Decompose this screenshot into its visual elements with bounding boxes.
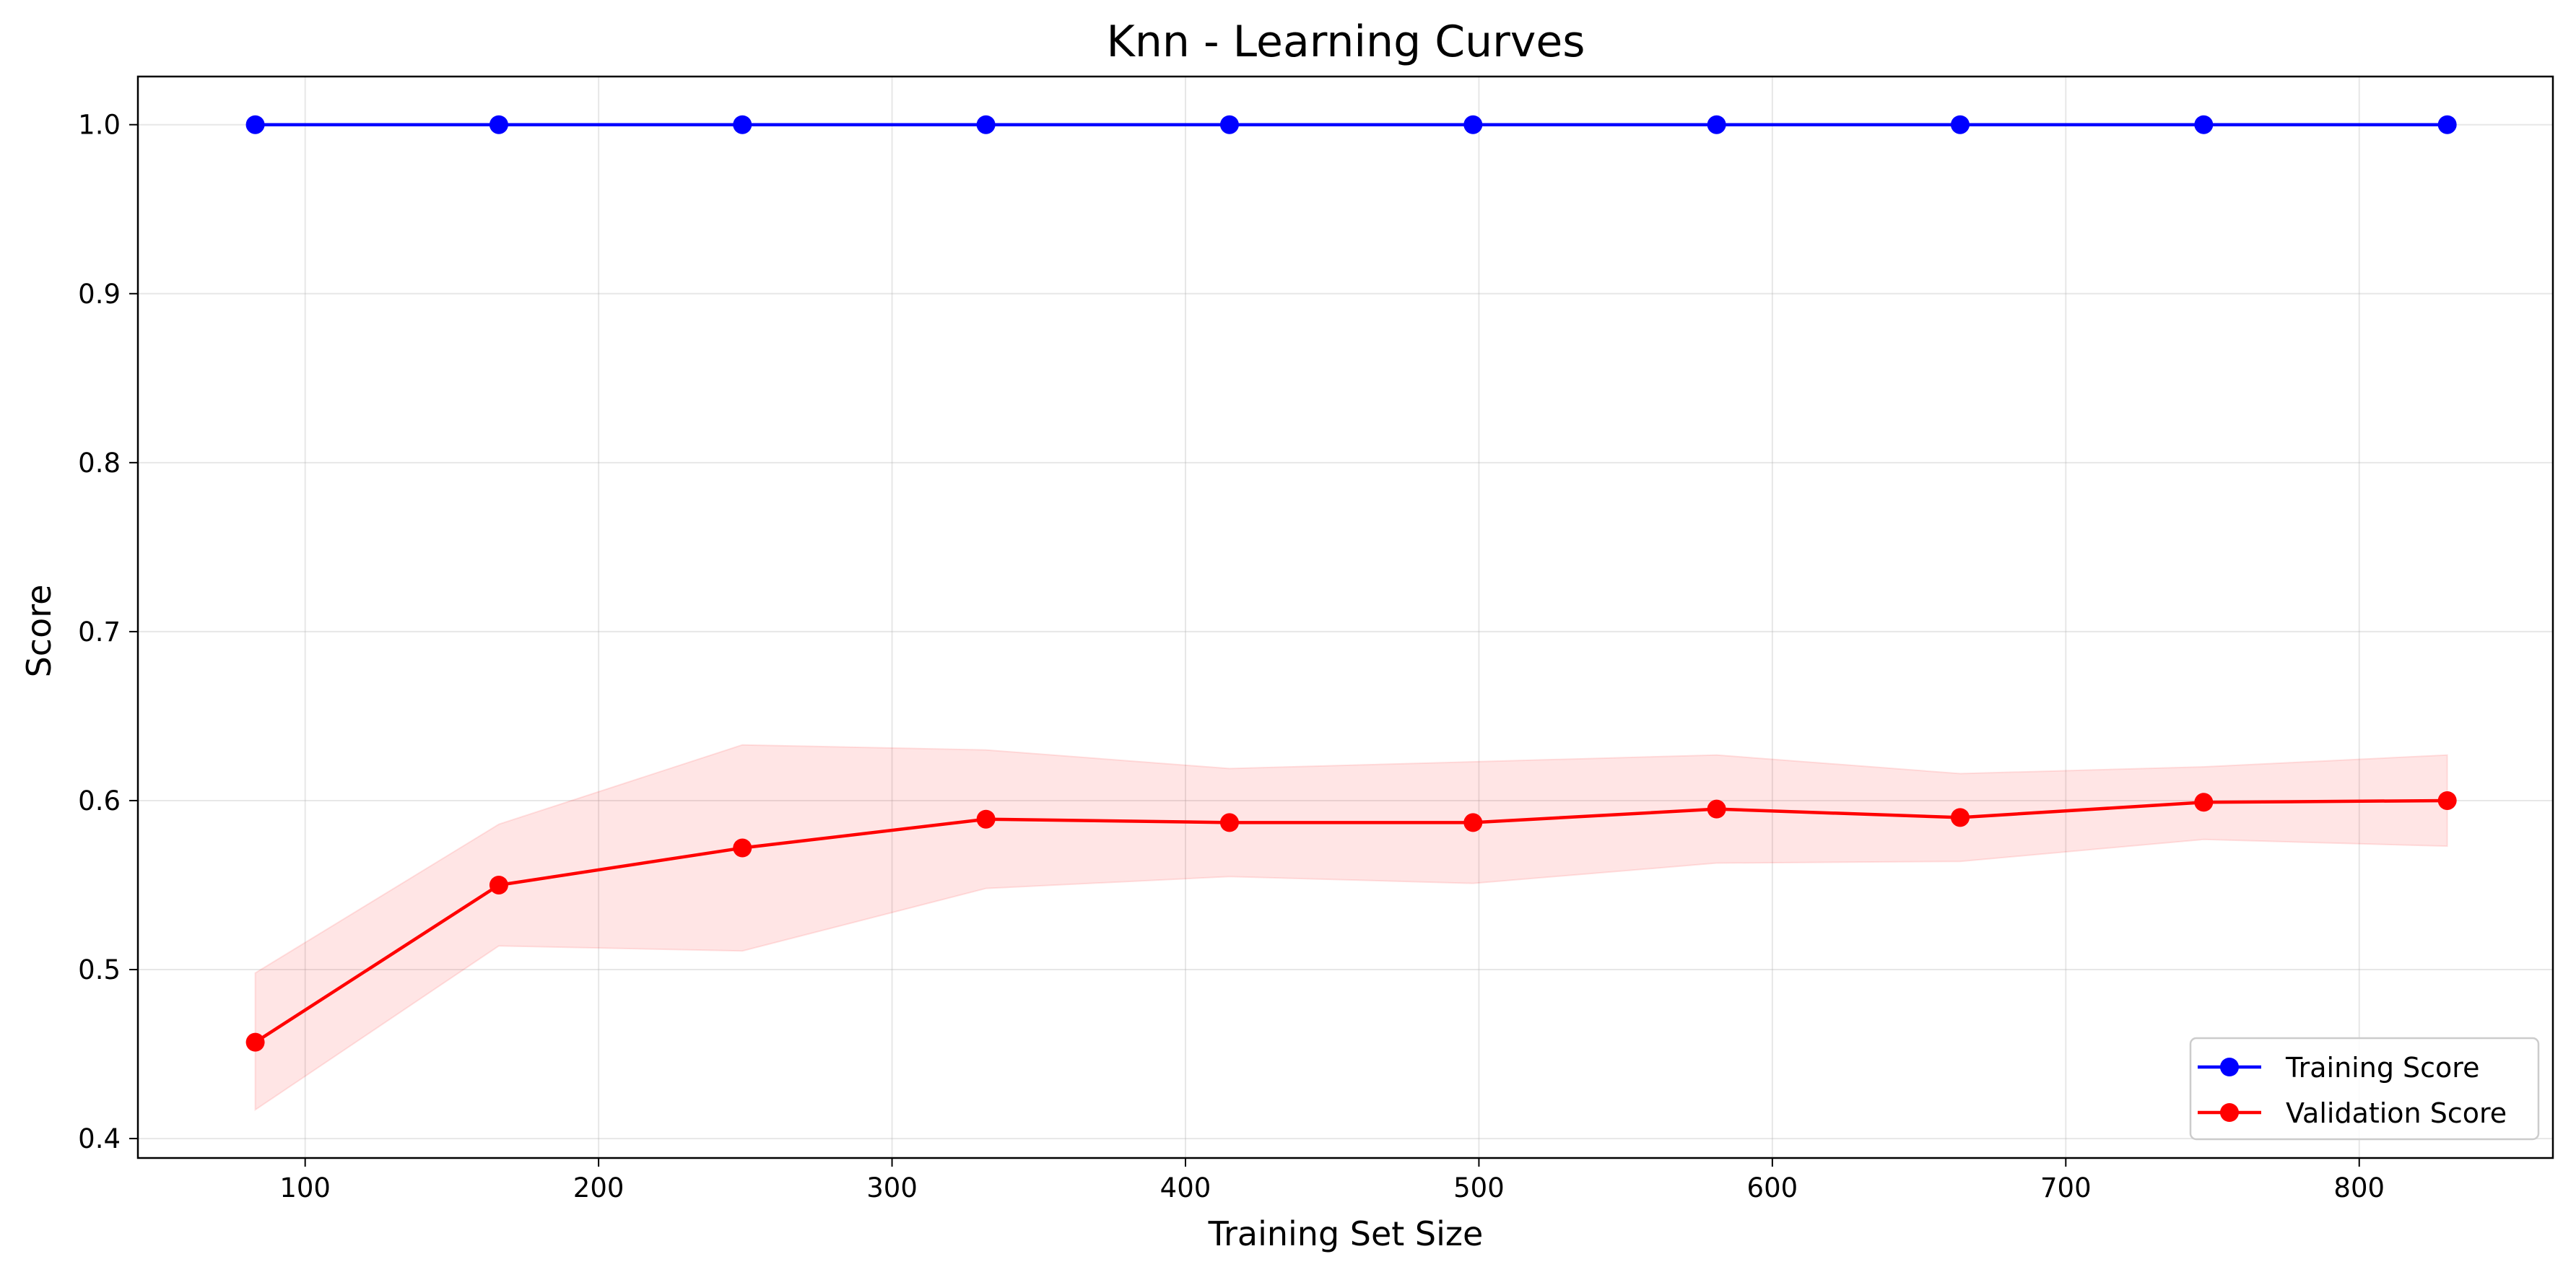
validation-score-point — [245, 1032, 265, 1052]
chart-title: Knn - Learning Curves — [1106, 17, 1585, 67]
series-lines — [254, 123, 2447, 1044]
y-tick-label: 0.9 — [78, 279, 121, 310]
x-tick-label: 700 — [2040, 1172, 2092, 1203]
training-score-point — [1463, 115, 1483, 134]
validation-score-point — [1219, 813, 1239, 832]
legend-marker-validation — [2220, 1103, 2239, 1122]
x-tick-label: 500 — [1453, 1172, 1505, 1203]
x-axis-label: Training Set Size — [1208, 1214, 1484, 1253]
validation-score-point — [733, 838, 752, 858]
x-tick-label: 300 — [866, 1172, 918, 1203]
training-score-point — [489, 115, 508, 134]
x-tick-label: 800 — [2333, 1172, 2385, 1203]
validation-score-point — [1707, 799, 1726, 819]
y-tick-label: 0.8 — [78, 448, 121, 479]
training-score-point — [976, 115, 996, 134]
training-score-point — [245, 115, 265, 134]
y-tick-label: 0.5 — [78, 954, 121, 985]
x-tick-label: 200 — [573, 1172, 625, 1203]
training-score-point — [2437, 115, 2457, 134]
validation-score-line — [254, 798, 2447, 1044]
x-tick-label: 100 — [279, 1172, 331, 1203]
validation-score-point — [1463, 813, 1483, 832]
plot-frame — [136, 75, 2554, 1159]
legend: Training Score Validation Score — [2189, 1037, 2540, 1141]
validation-score-band — [254, 744, 2448, 1112]
legend-marker-training — [2220, 1058, 2239, 1076]
x-tick-label: 600 — [1747, 1172, 1798, 1203]
legend-label-validation: Validation Score — [2286, 1097, 2507, 1129]
series-points — [245, 115, 2457, 1052]
axis-ticks: 100 200 300 400 500 600 700 800 0.4 0.5 0.6 0.7 0.8 0… — [78, 110, 2385, 1203]
x-tick-label: 400 — [1160, 1172, 1211, 1203]
legend-box — [2189, 1037, 2540, 1141]
y-tick-label: 0.7 — [78, 617, 121, 648]
validation-score-point — [976, 809, 996, 829]
training-score-point — [1219, 115, 1239, 134]
legend-label-training: Training Score — [2285, 1052, 2479, 1084]
validation-score-point — [2194, 793, 2214, 812]
training-score-point — [1950, 115, 1970, 134]
validation-score-point — [1950, 808, 1970, 827]
training-score-point — [1707, 115, 1726, 134]
training-score-point — [733, 115, 752, 134]
validation-score-point — [489, 875, 508, 894]
y-tick-label: 0.6 — [78, 785, 121, 817]
y-tick-label: 0.4 — [78, 1123, 121, 1154]
y-axis-label: Score — [19, 585, 58, 678]
training-score-point — [2194, 115, 2214, 134]
validation-score-point — [2437, 791, 2457, 810]
y-tick-label: 1.0 — [78, 110, 121, 141]
